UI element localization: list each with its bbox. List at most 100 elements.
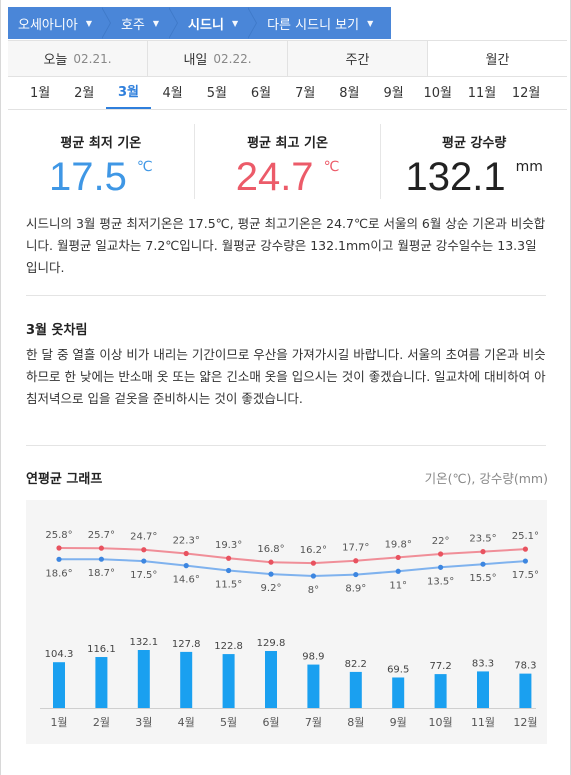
- precip-label: 122.8: [214, 641, 243, 652]
- month-tabs: 1월 2월 3월 4월 5월 6월 7월 8월 9월 10월 11월 12월: [8, 79, 567, 110]
- breadcrumb-separator: [100, 7, 111, 39]
- month-tick-label: 3월: [135, 716, 152, 729]
- tab-today[interactable]: 오늘 02.21.: [8, 41, 148, 76]
- min-temp-label: 18.7°: [88, 568, 115, 579]
- month-tab[interactable]: 6월: [250, 86, 272, 101]
- min-temp-label: 8.9°: [345, 584, 366, 595]
- month-tab[interactable]: 5월: [206, 86, 227, 101]
- min-temp-label: 17.5°: [512, 570, 539, 581]
- max-temp-label: 25.7°: [88, 530, 115, 541]
- max-temp-label: 17.7°: [342, 543, 369, 554]
- tab-tomorrow[interactable]: 내일 02.22.: [148, 41, 288, 76]
- min-temp-label: 11°: [389, 580, 407, 591]
- min-temp-line: [58, 558, 526, 578]
- month-tab[interactable]: 9월: [383, 86, 404, 101]
- max-temp-point: [310, 560, 316, 566]
- min-temp-point: [141, 558, 147, 564]
- max-temp-point: [56, 545, 62, 551]
- precip-bar: [519, 673, 532, 708]
- month-tab[interactable]: 1월: [29, 86, 51, 101]
- chevron-down-icon: ▼: [85, 18, 92, 28]
- breadcrumb-region-label: 오세아니아: [18, 17, 78, 33]
- divider: [26, 445, 546, 446]
- max-temp-label: 16.2°: [300, 545, 327, 556]
- max-temp-line: [58, 547, 526, 565]
- month-tab[interactable]: 11월: [467, 86, 497, 101]
- annual-chart-svg: 25.8° 25.7° 24.7° 22.3° 19.3° 16.8° 16.2° 17.7°…: [40, 530, 539, 729]
- breadcrumb-region[interactable]: 오세아니아 ▼: [8, 7, 102, 39]
- tab-monthly[interactable]: 월간: [428, 41, 567, 76]
- max-temp-label: 16.8°: [257, 544, 284, 555]
- max-temp-point: [183, 550, 189, 557]
- max-temp-point: [522, 546, 528, 552]
- max-temp-label: 25.8°: [45, 530, 72, 541]
- month-tab[interactable]: 4월: [162, 86, 183, 101]
- clothing-title: 3월 옷차림: [26, 323, 88, 338]
- max-temp-label: 22.3°: [173, 536, 200, 547]
- precip-bar: [265, 651, 277, 708]
- month-tick-label: 7월: [305, 716, 322, 729]
- month-tab[interactable]: 12월: [511, 86, 541, 101]
- month-tab[interactable]: 7월: [295, 86, 316, 101]
- clothing-text: 한 달 중 열흘 이상 비가 내리는 기간이므로 우산을 가져가시길 바랍니다.…: [26, 347, 546, 406]
- tab-monthly-label: 월간: [485, 53, 510, 68]
- month-tick-label: 9월: [390, 716, 407, 729]
- breadcrumb-city[interactable]: 시드니 ▼: [178, 7, 248, 39]
- monthly-description: 시드니의 3월 평균 최저기온은 17.5℃, 평균 최고기온은 24.7℃로 …: [26, 216, 546, 275]
- month-tick-label: 6월: [262, 716, 279, 729]
- month-tick-label: 12월: [513, 716, 537, 729]
- max-temp-point: [395, 554, 401, 561]
- tab-today-label: 오늘: [43, 53, 68, 68]
- breadcrumb-separator: [247, 7, 258, 39]
- breadcrumb-other-city[interactable]: 다른 시드니 보기 ▼: [257, 7, 383, 39]
- max-temp-point: [438, 551, 444, 557]
- max-temp-label: 22°: [432, 536, 450, 547]
- chevron-down-icon: ▼: [231, 18, 239, 28]
- breadcrumb: 오세아니아 ▼ 호주 ▼ 시드니 ▼ 다른 시드니 보기 ▼: [8, 7, 391, 39]
- precip-bar: [477, 671, 489, 708]
- precip-bar: [53, 662, 65, 708]
- month-tick-label: 11월: [471, 716, 495, 729]
- graph-title: 연평균 그래프: [26, 472, 103, 487]
- precip-bar: [137, 650, 150, 708]
- min-temp-point: [226, 567, 232, 574]
- max-temp-label: 19.8°: [385, 539, 412, 550]
- precip-label: 77.2: [429, 661, 451, 672]
- precip-bar: [307, 664, 320, 708]
- avg-min-temp-value: 17.5: [49, 155, 127, 199]
- precip-label: 116.1: [87, 644, 116, 655]
- month-tick-label: 2월: [93, 716, 110, 729]
- avg-precip-unit: mm: [515, 159, 543, 175]
- max-temp-label: 24.7°: [130, 532, 157, 543]
- max-temp-point: [98, 545, 104, 551]
- min-temp-point: [480, 561, 486, 567]
- min-temp-point: [98, 556, 104, 562]
- min-temp-label: 14.6°: [173, 575, 200, 586]
- breadcrumb-city-label: 시드니: [188, 17, 224, 33]
- month-tick-label: 5월: [220, 716, 237, 729]
- precip-bar: [434, 674, 447, 708]
- month-tab[interactable]: 2월: [74, 86, 95, 101]
- chevron-down-icon: ▼: [367, 18, 374, 28]
- min-temp-point: [310, 573, 316, 579]
- max-temp-point: [353, 558, 359, 564]
- graph-unit-note: 기온(℃), 강수량(mm): [424, 471, 548, 486]
- tab-today-date: 02.21.: [73, 51, 112, 66]
- breadcrumb-other-label: 다른 시드니 보기: [267, 17, 360, 33]
- month-tab[interactable]: 10월: [423, 86, 453, 101]
- precip-bar: [392, 677, 405, 708]
- max-temp-label: 23.5°: [469, 534, 496, 545]
- month-tab[interactable]: 8월: [339, 86, 360, 101]
- divider: [26, 295, 546, 296]
- tab-weekly[interactable]: 주간: [288, 41, 428, 76]
- max-temp-point: [226, 555, 232, 561]
- breadcrumb-country[interactable]: 호주 ▼: [111, 7, 169, 39]
- precip-bar: [349, 671, 362, 708]
- avg-precip-value: 132.1: [405, 155, 506, 199]
- avg-min-temp: 평균 최저 기온 17.5 ℃: [8, 124, 195, 199]
- avg-max-temp: 평균 최고 기온 24.7 ℃: [195, 124, 382, 199]
- max-temp-label: 19.3°: [215, 540, 242, 551]
- min-temp-label: 18.6°: [45, 568, 72, 579]
- month-tab-selected[interactable]: 3월: [106, 79, 151, 109]
- max-temp-point: [480, 549, 486, 555]
